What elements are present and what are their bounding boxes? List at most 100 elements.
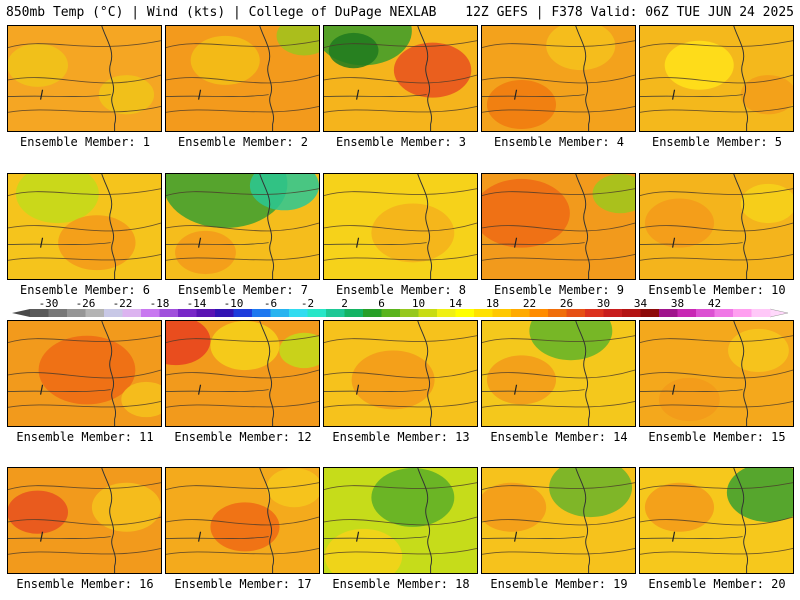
colorbar-tick-label: 2 [341,297,348,310]
colorbar-tick-label: 6 [378,297,385,310]
colorbar-tick-label: -30 [39,297,59,310]
coastline [101,26,116,131]
member-label: Ensemble Member: 2 [177,135,309,149]
temperature-field [640,174,793,279]
temperature-field [324,321,477,426]
colorbar-tick-label: 34 [634,297,648,310]
member-map-panel [323,173,478,280]
colorbar-segment [48,309,68,317]
member-map-panel [639,467,794,574]
member-map-panel [323,25,478,132]
member-map-panel [323,320,478,427]
member-map-panel [639,320,794,427]
colorbar-tick-label: 26 [560,297,573,310]
member-map-panel [7,320,162,427]
colorbar-segment [30,309,49,317]
colorbar-tick-label: -26 [76,297,96,310]
colorbar-segment [751,309,771,317]
temperature-field [8,468,161,573]
member-map-panel [481,320,636,427]
coastline [417,174,432,279]
colorbar-segment [437,309,456,317]
coastline [259,174,274,279]
temperature-field [166,468,319,573]
member-label: Ensemble Member: 19 [490,577,628,591]
colorbar-segment [511,309,530,317]
colorbar-segment [566,309,586,317]
member-label: Ensemble Member: 20 [648,577,786,591]
member-map-panel [7,467,162,574]
temperature-field [166,174,319,279]
colorbar-segment [622,309,641,317]
coastline [259,468,274,573]
colorbar-tick-label: 42 [708,297,721,310]
temperature-colorbar: -30 -26 -22 -18 -14 -10 -6 -2 2 6 10 14 18 22 26 30 34 38… [12,297,789,318]
member-label: Ensemble Member: 3 [335,135,467,149]
colorbar-segment [418,309,438,317]
member-label: Ensemble Member: 15 [648,430,786,444]
temperature-field [482,174,635,279]
colorbar-segment [455,309,475,317]
temperature-field [324,26,477,131]
colorbar-segment [104,309,123,317]
colorbar-tick-label: -14 [187,297,207,310]
colorbar-segment [307,309,327,317]
colorbar-tick-label: 18 [486,297,499,310]
member-map-panel [481,25,636,132]
member-map-panel [639,173,794,280]
member-label: Ensemble Member: 13 [332,430,470,444]
colorbar-segment [529,309,549,317]
coastline [101,468,116,573]
member-label: Ensemble Member: 9 [493,283,625,297]
member-label: Ensemble Member: 16 [16,577,154,591]
member-map-panel [323,467,478,574]
temperature-field [482,468,635,573]
colorbar-segment [196,309,216,317]
temperature-field [166,321,319,426]
member-map-panel [165,25,320,132]
member-map-panel [481,467,636,574]
member-label: Ensemble Member: 6 [19,283,151,297]
colorbar-segment [289,309,308,317]
coastline [733,468,748,573]
colorbar-segment [381,309,401,317]
map-title: 850mb Temp (°C) | Wind (kts) | College o… [6,5,437,20]
colorbar-segment [585,309,604,317]
colorbar-segment [492,309,512,317]
colorbar-left-arrow [12,309,30,317]
colorbar-segment [159,309,179,317]
temperature-field [324,174,477,279]
coastline [733,174,748,279]
temperature-field [8,174,161,279]
temperature-field [640,468,793,573]
colorbar-tick-label: 10 [412,297,425,310]
coastline [101,321,116,426]
member-map-panel [7,25,162,132]
colorbar-segment [344,309,364,317]
temperature-field [8,321,161,426]
member-label: Ensemble Member: 4 [493,135,625,149]
colorbar-tick-label: -18 [150,297,170,310]
member-map-panel [7,173,162,280]
colorbar-right-arrow [769,308,789,318]
temperature-field [324,468,477,573]
colorbar-segment [640,309,660,317]
colorbar-tick-label: 38 [671,297,684,310]
colorbar-tick-label: 30 [597,297,610,310]
member-map-panel [481,173,636,280]
member-label: Ensemble Member: 10 [648,283,786,297]
colorbar-segment [122,309,142,317]
colorbar-segment [178,309,197,317]
coastline [259,321,274,426]
colorbar-segment [67,309,86,317]
member-label: Ensemble Member: 8 [335,283,467,297]
colorbar-tick-label: 14 [449,297,463,310]
colorbar-segment [363,309,382,317]
colorbar-segment [215,309,234,317]
member-map-panel [165,173,320,280]
temperature-field [640,321,793,426]
temperature-field [482,26,635,131]
member-label: Ensemble Member: 11 [16,430,154,444]
colorbar-segment [603,309,623,317]
coastline [733,321,748,426]
